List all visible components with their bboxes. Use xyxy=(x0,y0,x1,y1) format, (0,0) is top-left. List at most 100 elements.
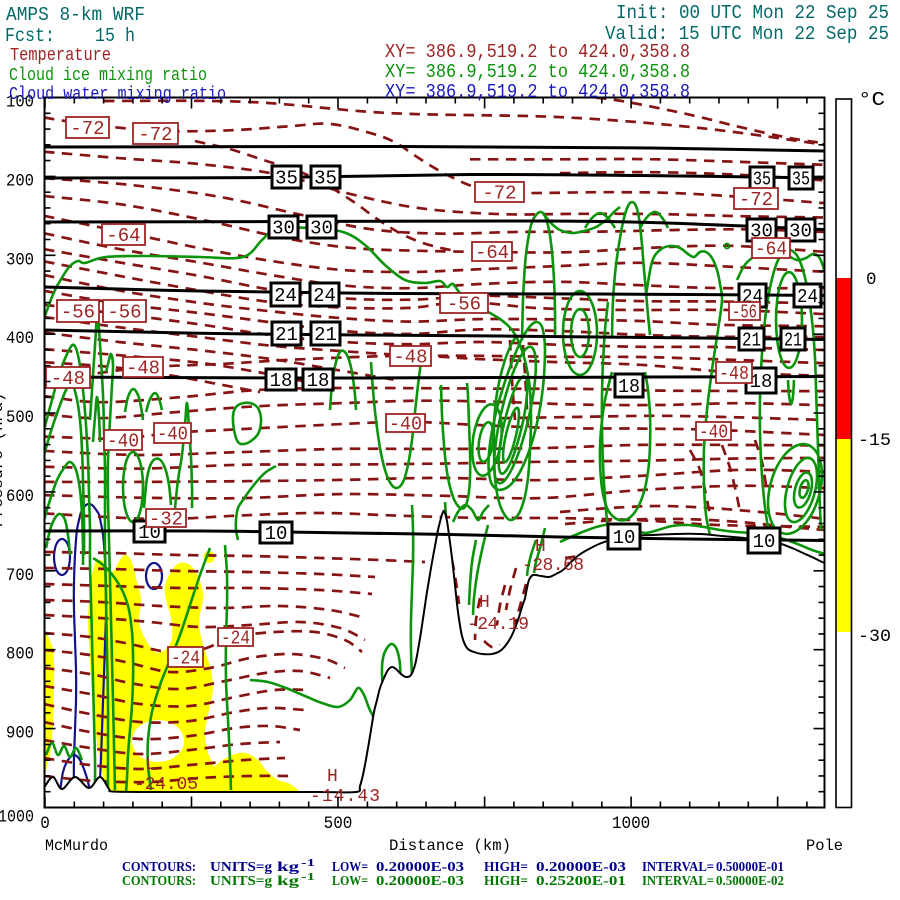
svg-text:-40: -40 xyxy=(389,414,422,436)
svg-text:0: 0 xyxy=(866,270,877,290)
svg-text:-15: -15 xyxy=(858,431,891,451)
svg-text:35: 35 xyxy=(753,169,771,191)
svg-text:Init: 00 UTC Mon 22 Sep 25: Init: 00 UTC Mon 22 Sep 25 xyxy=(616,2,889,24)
svg-text:°C: °C xyxy=(858,89,885,111)
svg-text:100: 100 xyxy=(6,93,34,113)
svg-text:21: 21 xyxy=(784,330,802,352)
svg-text:XY= 386.9,519.2 to 424.0,358.8: XY= 386.9,519.2 to 424.0,358.8 xyxy=(385,41,690,63)
svg-text:AMPS 8-km WRF: AMPS 8-km WRF xyxy=(6,4,145,26)
svg-text:-64: -64 xyxy=(755,239,787,261)
svg-text:800: 800 xyxy=(6,645,34,665)
svg-text:24: 24 xyxy=(274,285,297,307)
svg-text:21: 21 xyxy=(275,324,298,346)
svg-text:-48: -48 xyxy=(126,358,160,380)
svg-text:0.50000E-02: 0.50000E-02 xyxy=(716,873,784,888)
svg-text:INTERVAL=: INTERVAL= xyxy=(642,859,714,874)
svg-text:300: 300 xyxy=(6,250,34,270)
svg-text:Valid: 15 UTC Mon 22 Sep 25: Valid: 15 UTC Mon 22 Sep 25 xyxy=(605,23,889,45)
svg-text:HIGH=: HIGH= xyxy=(484,873,528,888)
svg-text:24: 24 xyxy=(313,285,336,307)
svg-text:18: 18 xyxy=(307,370,330,392)
svg-text:-40: -40 xyxy=(699,422,728,444)
svg-text:-56: -56 xyxy=(447,294,481,316)
svg-text:21: 21 xyxy=(314,324,337,346)
svg-text:INTERVAL=: INTERVAL= xyxy=(642,873,714,888)
svg-text:-24: -24 xyxy=(221,628,250,650)
svg-text:-72: -72 xyxy=(70,118,104,140)
svg-text:24: 24 xyxy=(797,286,818,308)
svg-text:LOW=: LOW= xyxy=(332,859,368,874)
svg-text:Pole: Pole xyxy=(806,837,843,855)
svg-text:-14.43: -14.43 xyxy=(310,787,380,807)
svg-text:600: 600 xyxy=(6,487,34,507)
svg-text:500: 500 xyxy=(324,814,353,834)
svg-text:-40: -40 xyxy=(157,424,188,446)
svg-text:-72: -72 xyxy=(138,124,172,146)
svg-text:900: 900 xyxy=(6,724,34,744)
svg-text:1000: 1000 xyxy=(0,808,34,828)
svg-text:kg: kg xyxy=(277,859,299,874)
svg-text:18: 18 xyxy=(618,376,640,398)
svg-text:UNITS=g: UNITS=g xyxy=(210,873,272,888)
svg-text:30: 30 xyxy=(310,218,333,240)
svg-text:0: 0 xyxy=(40,814,50,834)
svg-text:L: L xyxy=(145,755,156,775)
svg-text:10: 10 xyxy=(753,531,776,553)
svg-text:-1: -1 xyxy=(301,858,315,869)
svg-text:-24: -24 xyxy=(171,648,200,670)
svg-text:35: 35 xyxy=(314,168,337,190)
svg-text:HIGH=: HIGH= xyxy=(484,859,528,874)
svg-text:0.20000E-03: 0.20000E-03 xyxy=(536,859,626,874)
svg-text:-64: -64 xyxy=(475,242,509,264)
svg-text:-48: -48 xyxy=(719,363,749,385)
svg-text:H: H xyxy=(327,767,338,787)
svg-text:-56: -56 xyxy=(107,302,141,324)
svg-text:-72: -72 xyxy=(482,183,516,205)
svg-text:30: 30 xyxy=(750,221,773,243)
svg-text:-1: -1 xyxy=(301,872,315,883)
svg-text:H: H xyxy=(535,537,546,557)
svg-text:-40: -40 xyxy=(107,431,139,453)
svg-text:-24.05: -24.05 xyxy=(134,775,198,795)
svg-text:0.20000E-03: 0.20000E-03 xyxy=(376,859,464,874)
svg-text:Cloud water mixing ratio: Cloud water mixing ratio xyxy=(9,85,226,105)
svg-text:-72: -72 xyxy=(739,189,773,211)
svg-text:0.20000E-03: 0.20000E-03 xyxy=(376,873,464,888)
svg-text:-64: -64 xyxy=(106,225,140,247)
svg-text:700: 700 xyxy=(6,566,34,586)
svg-text:10: 10 xyxy=(265,523,288,545)
svg-text:-24.19: -24.19 xyxy=(467,615,529,635)
svg-text:30: 30 xyxy=(272,218,295,240)
svg-text:UNITS=g: UNITS=g xyxy=(210,859,272,874)
svg-text:kg: kg xyxy=(277,873,299,888)
svg-text:1000: 1000 xyxy=(612,814,650,834)
svg-text:35: 35 xyxy=(792,169,810,191)
svg-text:-48: -48 xyxy=(51,368,85,390)
svg-text:-32: -32 xyxy=(149,509,183,531)
svg-text:200: 200 xyxy=(6,171,34,191)
svg-text:Fcst: 15 h: Fcst: 15 h xyxy=(5,25,135,47)
svg-text:30: 30 xyxy=(789,221,812,243)
svg-text:XY= 386.9,519.2 to 424.0,358.8: XY= 386.9,519.2 to 424.0,358.8 xyxy=(385,81,690,103)
svg-text:Cloud ice mixing ratio: Cloud ice mixing ratio xyxy=(9,66,207,86)
svg-text:-30: -30 xyxy=(858,627,891,647)
svg-text:18: 18 xyxy=(270,370,293,392)
svg-text:500: 500 xyxy=(6,408,34,428)
svg-text:LOW=: LOW= xyxy=(332,873,368,888)
svg-text:Distance (km): Distance (km) xyxy=(389,837,511,855)
svg-text:35: 35 xyxy=(275,168,298,190)
svg-text:-56: -56 xyxy=(61,302,95,324)
svg-text:400: 400 xyxy=(6,329,34,349)
svg-text:CONTOURS:: CONTOURS: xyxy=(122,859,196,874)
svg-text:CONTOURS:: CONTOURS: xyxy=(122,873,196,888)
svg-text:-48: -48 xyxy=(393,347,427,369)
svg-text:-56: -56 xyxy=(732,302,757,324)
svg-text:XY= 386.9,519.2 to 424.0,358.8: XY= 386.9,519.2 to 424.0,358.8 xyxy=(385,61,690,83)
svg-text:McMurdo: McMurdo xyxy=(45,837,108,855)
svg-text:-28.68: -28.68 xyxy=(522,556,584,576)
svg-text:18: 18 xyxy=(750,371,773,393)
svg-text:10: 10 xyxy=(613,527,636,549)
svg-text:0.25200E-01: 0.25200E-01 xyxy=(536,873,626,888)
svg-text:H: H xyxy=(479,593,490,613)
svg-text:21: 21 xyxy=(742,330,761,352)
